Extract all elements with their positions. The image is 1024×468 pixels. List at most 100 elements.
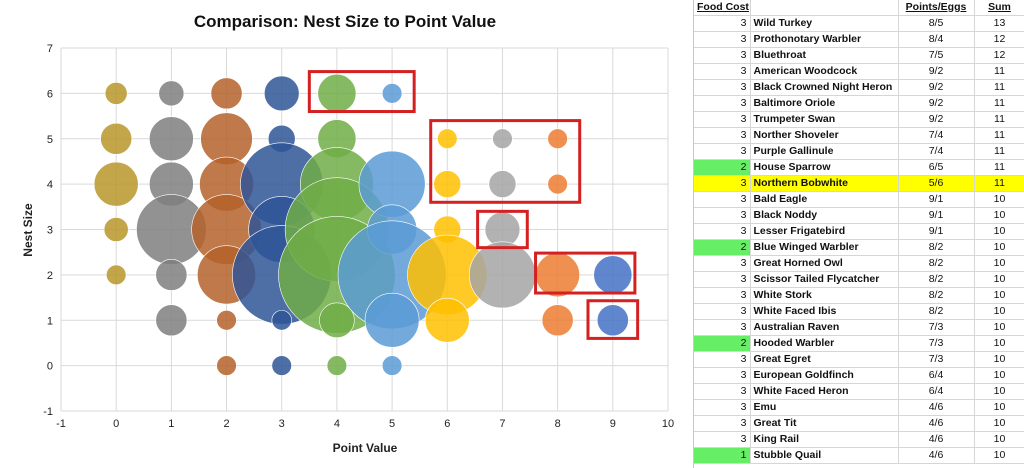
x-tick-label: 0 (113, 418, 119, 430)
y-tick-label: 6 (47, 88, 53, 100)
highlight-box (534, 251, 637, 295)
points-eggs-cell: 9/1 (898, 191, 975, 208)
bird-name-cell: Great Tit (750, 415, 899, 432)
table-row: 3 Black Noddy 9/1 10 (694, 207, 1024, 224)
food-cost-cell: 3 (694, 287, 751, 304)
bubble-point (271, 310, 292, 331)
sum-cell: 10 (974, 383, 1024, 400)
x-tick-label: 8 (555, 418, 561, 430)
points-eggs-cell: 4/6 (898, 447, 975, 464)
y-tick-label: 0 (47, 361, 53, 373)
points-eggs-cell: 4/6 (898, 399, 975, 416)
food-cost-cell: 3 (694, 319, 751, 336)
food-cost-cell: 3 (694, 79, 751, 96)
bubble-point (317, 73, 357, 113)
food-cost-cell: 3 (694, 207, 751, 224)
bird-name-cell: Norther Shoveler (750, 127, 899, 144)
y-tick-label: 4 (47, 179, 53, 191)
bubble-point (593, 255, 633, 295)
bubble-point (319, 302, 355, 339)
bubble-point (364, 292, 420, 348)
food-cost-cell: 3 (694, 415, 751, 432)
points-eggs-cell: 8/2 (898, 303, 975, 320)
food-cost-cell: 3 (694, 431, 751, 448)
y-tick-label: -1 (43, 406, 53, 418)
sum-cell: 12 (974, 47, 1024, 64)
food-cost-cell: 3 (694, 175, 751, 192)
sum-cell: 10 (974, 303, 1024, 320)
sum-cell: 10 (974, 335, 1024, 352)
sum-cell: 10 (974, 415, 1024, 432)
bird-name-cell: European Goldfinch (750, 367, 899, 384)
y-axis-title: Nest Size (21, 203, 35, 257)
bird-table-panel: Food Cost Points/Eggs Sum 3 Wild Turkey 8/… (693, 0, 1024, 468)
highlight-boxes (307, 70, 640, 340)
points-eggs-cell: 8/2 (898, 271, 975, 288)
highlight-box (476, 209, 529, 250)
sum-cell: 11 (974, 159, 1024, 176)
bubble-point (433, 170, 462, 198)
bubble-point (492, 128, 513, 149)
food-cost-cell: 3 (694, 31, 751, 48)
sum-cell: 11 (974, 79, 1024, 96)
x-tick-label: 2 (223, 418, 229, 430)
bubble-point (210, 77, 243, 110)
table-row: 3 White Stork 8/2 10 (694, 287, 1024, 304)
food-cost-cell: 2 (694, 335, 751, 352)
points-eggs-cell: 9/1 (898, 223, 975, 240)
bubble-point (437, 128, 458, 149)
table-row: 3 Bald Eagle 9/1 10 (694, 191, 1024, 208)
x-tick-label: 4 (334, 418, 340, 430)
table-row: 3 American Woodcock 9/2 11 (694, 63, 1024, 80)
food-cost-cell: 3 (694, 383, 751, 400)
sum-cell: 10 (974, 367, 1024, 384)
sum-cell: 10 (974, 255, 1024, 272)
points-eggs-cell: 7/3 (898, 351, 975, 368)
table-row: 3 Black Crowned Night Heron 9/2 11 (694, 79, 1024, 96)
table-row: 2 Blue Winged Warbler 8/2 10 (694, 239, 1024, 256)
bubble-point (263, 75, 300, 112)
x-tick-label: 9 (610, 418, 616, 430)
y-tick-label: 2 (47, 270, 53, 282)
highlight-box (429, 119, 582, 204)
points-eggs-cell: 9/2 (898, 63, 975, 80)
sum-cell: 11 (974, 63, 1024, 80)
points-eggs-cell: 5/6 (898, 175, 975, 192)
x-tick-label: 1 (168, 418, 174, 430)
bird-name-cell: Black Crowned Night Heron (750, 79, 899, 96)
bubble-point (547, 173, 568, 195)
tick-labels: -1 0 1 2 3 4 5 6 7 8 9 10 -1 0 1 2 3 4 5 6 7 (43, 43, 674, 430)
x-tick-label: -1 (56, 418, 66, 430)
points-eggs-cell: 6/4 (898, 367, 975, 384)
points-eggs-cell: 9/2 (898, 79, 975, 96)
bird-name-cell: Australian Raven (750, 319, 899, 336)
food-cost-cell: 3 (694, 47, 751, 64)
y-tick-label: 1 (47, 315, 53, 327)
bird-name-cell: Baltimore Oriole (750, 95, 899, 112)
y-tick-label: 7 (47, 43, 53, 55)
bubble-point (106, 264, 127, 286)
table-row: 3 Trumpeter Swan 9/2 11 (694, 111, 1024, 128)
bird-name-cell: American Woodcock (750, 63, 899, 80)
bird-name-cell: Lesser Frigatebird (750, 223, 899, 240)
sum-cell: 12 (974, 31, 1024, 48)
sum-cell: 10 (974, 239, 1024, 256)
x-tick-label: 5 (389, 418, 395, 430)
bubble-point (488, 170, 517, 198)
points-eggs-cell: 9/2 (898, 95, 975, 112)
table-row: 3 Great Horned Owl 8/2 10 (694, 255, 1024, 272)
bird-name-cell: Prothonotary Warbler (750, 31, 899, 48)
bubble-point (155, 258, 188, 291)
food-cost-cell: 3 (694, 303, 751, 320)
sum-cell: 10 (974, 191, 1024, 208)
sum-cell: 10 (974, 447, 1024, 464)
bird-name-cell: Northern Bobwhite (750, 175, 899, 192)
bubble-point (216, 355, 237, 376)
food-cost-cell: 3 (694, 271, 751, 288)
x-axis-title: Point Value (333, 441, 398, 455)
table-row: 3 Northern Bobwhite 5/6 11 (694, 175, 1024, 192)
sum-cell: 10 (974, 207, 1024, 224)
food-cost-cell: 3 (694, 367, 751, 384)
bubble-point (326, 355, 348, 376)
bird-name-cell: Bluethroat (750, 47, 899, 64)
